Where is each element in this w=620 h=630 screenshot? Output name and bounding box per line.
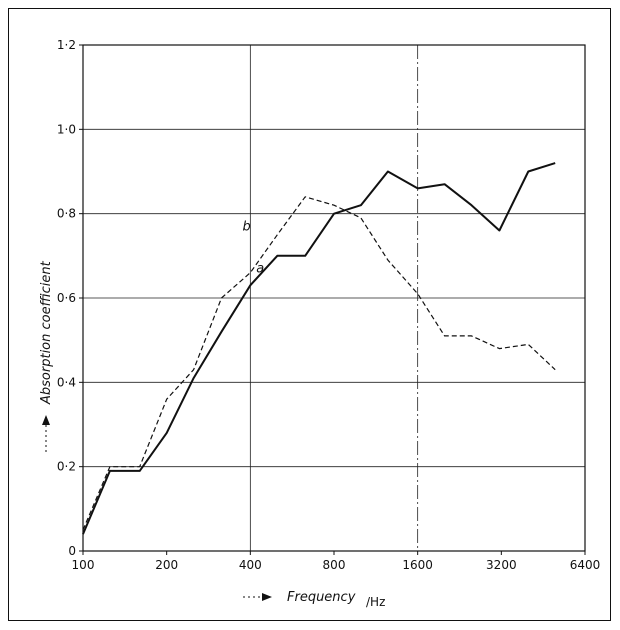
y-axis-label: Absorption coefficient (39, 260, 54, 405)
series-label-a: a (256, 262, 264, 277)
x-tick-label: 200 (155, 558, 178, 572)
x-tick-label: 400 (239, 558, 262, 572)
x-tick-label: 1600 (402, 558, 433, 572)
y-tick-label: 0·4 (57, 375, 76, 389)
series-line-b (82, 196, 556, 531)
x-tick-label: 3200 (486, 558, 517, 572)
tick-labels: 100 200 400 800 1600 3200 6400 0 0·2 0·4 0·6 0·8 1·0… (57, 38, 600, 572)
x-tick-label: 100 (72, 558, 95, 572)
y-tick-label: 0·2 (57, 460, 76, 474)
y-tick-label: 0 (68, 544, 76, 558)
x-axis-unit: /Hz (366, 595, 385, 609)
x-axis-label: Frequency (287, 590, 356, 605)
x-tick-label: 800 (323, 558, 346, 572)
series-group (82, 162, 556, 535)
series-line-a (82, 162, 556, 535)
y-tick-label: 0·6 (57, 291, 76, 305)
labels-group: a b Frequency/Hz Absorption coefficient (39, 220, 385, 609)
y-tick-label: 0·8 (57, 207, 76, 221)
chart-frame (8, 8, 611, 621)
y-tick-label: 1·0 (57, 122, 76, 136)
x-axis-arrow-head (262, 593, 272, 601)
y-tick-label: 1·2 (57, 38, 76, 52)
grid (83, 44, 585, 551)
y-axis-label-group: Absorption coefficient (39, 260, 54, 452)
series-label-b: b (243, 220, 251, 235)
x-tick-label: 6400 (570, 558, 601, 572)
y-axis-arrow-head (42, 415, 50, 425)
x-axis-label-group: Frequency/Hz (243, 590, 385, 609)
